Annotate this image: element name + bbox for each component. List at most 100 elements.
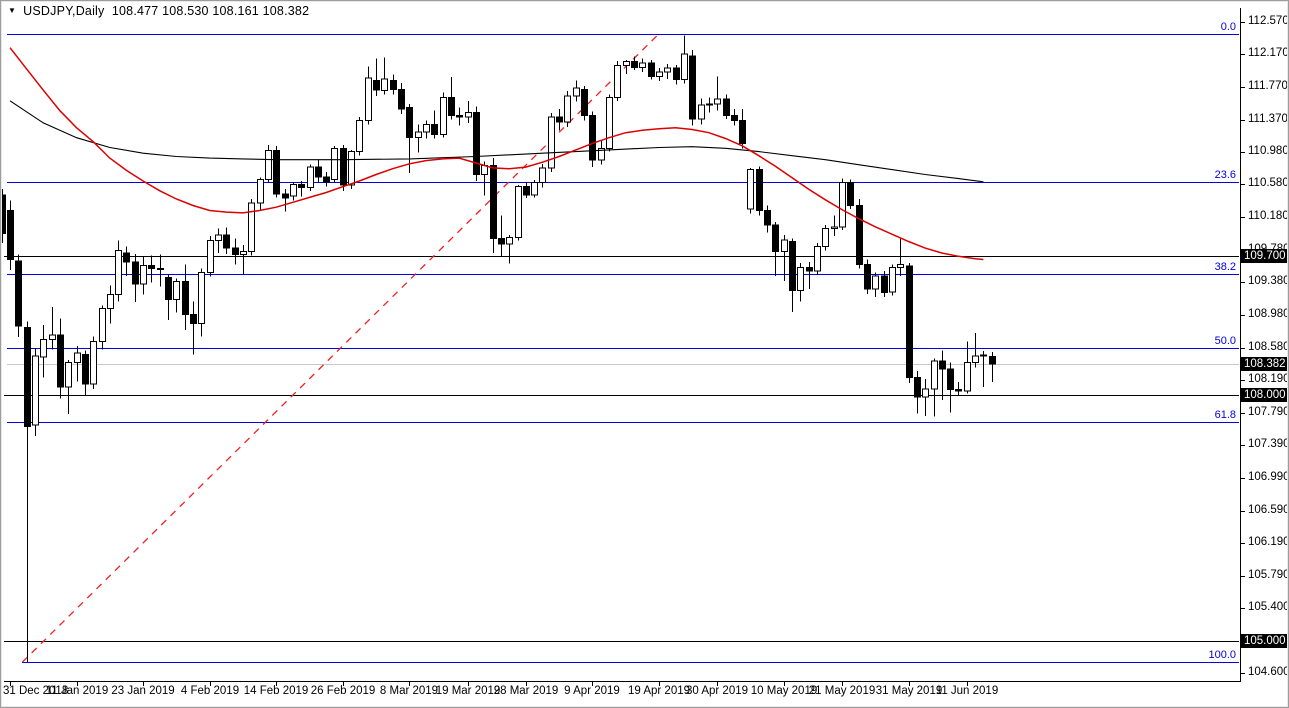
candle-up [90, 340, 97, 385]
fib-level-label: 50.0 [1214, 335, 1236, 347]
candle-down [0, 194, 6, 234]
time-tick-mark [659, 682, 660, 686]
quote-line: ▼ USDJPY,Daily 108.477 108.530 108.161 10… [8, 4, 309, 18]
candle-up [664, 67, 671, 73]
candle-down [498, 237, 505, 245]
price-tick-mark [1240, 184, 1245, 185]
candle-down [190, 313, 197, 324]
price-tick-label: 107.390 [1248, 438, 1289, 450]
candle-down [165, 277, 172, 301]
fib-level-label: 0.0 [1220, 21, 1236, 33]
price-tick-mark [1240, 380, 1245, 381]
candle-down [847, 182, 854, 207]
time-tick-mark [468, 682, 469, 686]
candle-down [157, 268, 164, 270]
price-tick-mark [1240, 608, 1245, 609]
price-tick-mark [1240, 413, 1245, 414]
candle-up [623, 61, 630, 67]
candle-down [989, 355, 996, 365]
price-tag: 105.000 [1241, 634, 1289, 648]
candle-up [831, 226, 838, 229]
candle-up [972, 355, 979, 364]
price-tick-label: 105.790 [1248, 569, 1289, 581]
time-tick-mark [343, 682, 344, 686]
time-tick-label: 4 Feb 2019 [180, 685, 240, 697]
candle-up [548, 116, 555, 169]
candle-up [356, 120, 363, 153]
candle-up [440, 97, 447, 135]
candle-up [207, 240, 214, 274]
candle-up [99, 308, 106, 342]
price-tick-mark [1240, 348, 1245, 349]
fib-level-label: 61.8 [1214, 409, 1236, 421]
candle-up [115, 250, 122, 296]
candle-down [390, 79, 397, 90]
candle-down [947, 368, 954, 391]
candle-up [248, 202, 255, 252]
time-tick-label: 23 Jan 2019 [111, 685, 175, 697]
time-tick-label: 31 Dec 2018 [3, 685, 69, 697]
price-tick-mark [1240, 445, 1245, 446]
price-tag: 109.700 [1241, 249, 1289, 263]
candle-up [240, 250, 247, 256]
candle-up [215, 234, 222, 242]
price-tick-label: 108.580 [1248, 341, 1289, 353]
time-tick-mark [842, 682, 843, 686]
price-tick-label: 111.770 [1248, 80, 1288, 92]
time-tick-mark [409, 682, 410, 686]
candle-down [731, 115, 738, 121]
time-tick-mark [77, 682, 78, 686]
candle-up [423, 124, 430, 133]
time-tick-label: 28 Mar 2019 [493, 685, 559, 697]
candle-up [107, 294, 114, 310]
candle-up [614, 65, 621, 99]
candle-up [173, 281, 180, 301]
candle-down [340, 147, 347, 186]
candle-up [331, 147, 338, 180]
candle-up [65, 362, 72, 388]
candle-up [531, 182, 538, 196]
price-tick-label: 110.980 [1248, 145, 1289, 157]
candle-down [906, 265, 913, 378]
price-tick-label: 106.990 [1248, 471, 1289, 483]
time-tick-label: 8 Mar 2019 [379, 685, 439, 697]
price-tick-label: 108.980 [1248, 308, 1289, 320]
symbol-collapse-icon[interactable]: ▼ [8, 6, 17, 15]
candle-down [631, 61, 638, 68]
time-tick-mark [967, 682, 968, 686]
candle-up [257, 178, 264, 204]
trendline-dashed [22, 31, 662, 663]
time-tick-label: 31 May 2019 [875, 685, 943, 697]
time-tick-mark [276, 682, 277, 686]
price-tick-label: 104.600 [1248, 666, 1289, 678]
candle-up [964, 362, 971, 392]
price-tick-label: 110.180 [1248, 210, 1289, 222]
candle-down [723, 98, 730, 117]
candle-up [797, 267, 804, 292]
candle-up [872, 275, 879, 290]
price-axis-line [1240, 8, 1241, 682]
price-tick-mark [1240, 315, 1245, 316]
price-tick-label: 111.370 [1248, 113, 1288, 125]
fib-level-label: 100.0 [1208, 649, 1236, 661]
candle-up [515, 186, 522, 238]
time-tick-mark [10, 682, 11, 686]
candle-down [323, 176, 330, 183]
candle-up [606, 97, 613, 149]
candle-up [539, 167, 546, 184]
candle-down [490, 165, 497, 239]
candle-down [373, 79, 380, 91]
price-tick-mark [1240, 511, 1245, 512]
time-tick-label: 21 May 2019 [808, 685, 876, 697]
time-tick-label: 26 Feb 2019 [310, 685, 376, 697]
candle-down [739, 120, 746, 144]
candle-down [398, 88, 405, 110]
price-tick-mark [1240, 217, 1245, 218]
candle-down [24, 326, 31, 427]
price-tick-mark [1240, 152, 1245, 153]
fib-level-label: 38.2 [1214, 261, 1236, 273]
time-tick-mark [143, 682, 144, 686]
price-tick-label: 106.190 [1248, 536, 1289, 548]
candle-up [897, 263, 904, 269]
